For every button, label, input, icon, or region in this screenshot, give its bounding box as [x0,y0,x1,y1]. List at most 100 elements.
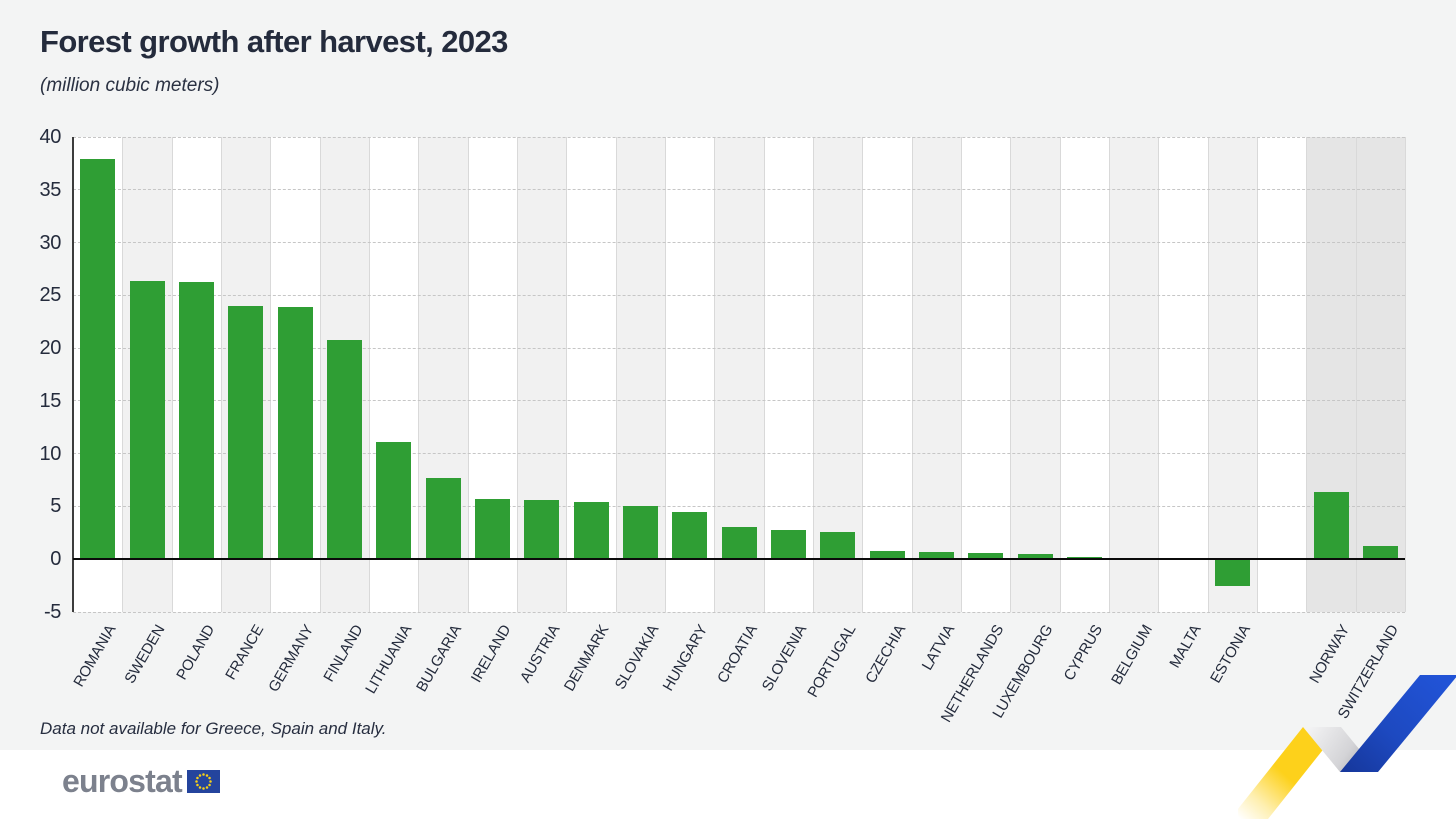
x-tick-label-bulgaria: BULGARIA [412,622,465,695]
column-separator [862,137,864,612]
gridline-10 [73,453,1405,455]
column-band-estonia [1207,137,1257,612]
y-tick-label: 15 [39,389,62,412]
y-tick-label: 10 [39,442,62,465]
column-separator [221,137,222,612]
page-title: Forest growth after harvest, 2023 [40,24,508,59]
x-tick-label-lithuania: LITHUANIA [362,622,416,697]
column-separator [517,137,518,612]
y-axis-line [72,137,74,612]
column-separator [1059,137,1061,612]
footnote: Data not available for Greece, Spain and… [40,719,387,738]
y-tick-label: 25 [39,284,62,307]
x-tick-label-austria: AUSTRIA [516,622,564,686]
x-tick-label-latvia: LATVIA [918,622,959,674]
column-band-luxembourg [1010,137,1060,612]
bar-romania [80,159,116,560]
x-tick-label-croatia: CROATIA [713,622,761,687]
column-separator [615,137,617,612]
x-tick-label-slovenia: SLOVENIA [758,622,811,695]
x-tick-label-sweden: SWEDEN [121,622,169,687]
x-tick-label-poland: POLAND [173,622,219,683]
bar-sweden [129,280,165,560]
x-tick-label-malta: MALTA [1166,622,1205,672]
bar-netherlands [968,552,1004,560]
column-separator [813,137,814,612]
column-separator [270,137,272,612]
x-tick-label-germany: GERMANY [264,622,317,695]
x-tick-label-portugal: PORTUGAL [804,622,860,701]
x-tick-label-france: FRANCE [222,622,268,683]
column-separator [369,137,370,612]
column-band-belgium [1109,137,1159,612]
column-band-latvia [911,137,961,612]
bar-norway [1313,491,1349,560]
bar-estonia [1214,559,1250,586]
footer: eurostat [0,750,1456,819]
eurostat-logo-text: eurostat [62,763,183,799]
zero-axis-line [73,558,1405,560]
column-band-czechia [862,137,912,612]
column-separator [665,137,666,612]
bar-croatia [721,526,757,560]
bar-bulgaria [425,477,461,560]
column-separator [1010,137,1012,612]
bar-poland [178,281,214,560]
eurostat-logo: eurostat [62,765,220,797]
column-separator [1207,137,1209,612]
bar-austria [524,500,560,560]
x-tick-label-romania: ROMANIA [70,622,120,690]
x-tick-label-belgium: BELGIUM [1107,622,1156,688]
bar-france [228,305,264,560]
bar-lithuania [376,442,412,560]
y-tick-label: 5 [50,495,61,518]
eurostat-ribbon-decoration [1238,675,1456,819]
bar-czechia [869,550,905,560]
gridline-40 [73,136,1405,138]
column-separator [1109,137,1110,612]
y-tick-label: 20 [39,337,62,360]
column-band-gap [1257,137,1307,612]
bar-slovakia [622,506,658,560]
x-tick-label-denmark: DENMARK [561,622,613,695]
bar-denmark [573,502,609,560]
column-separator [566,137,568,612]
gridline-5 [73,505,1405,507]
x-tick-label-finland: FINLAND [319,622,367,685]
column-separator [1158,137,1160,612]
gridline-15 [73,400,1405,402]
bar-portugal [820,531,856,560]
gridline-30 [73,242,1405,244]
eu-flag-icon [186,769,220,793]
column-band-cyprus [1059,137,1109,612]
column-band-malta [1158,137,1208,612]
column-separator [122,137,124,612]
y-tick-label: 35 [39,178,62,201]
bar-switzerland [1362,545,1398,560]
bar-chart: 40 35 30 25 20 15 10 5 0 -5 ROMANIA SWEDEN POLAND FRA… [40,126,1406,725]
column-separator [171,137,173,612]
column-separator [418,137,420,612]
gridline-25 [73,294,1405,296]
column-separator [961,137,962,612]
gridline-20 [73,347,1405,349]
column-separator [467,137,469,612]
column-separator [911,137,913,612]
column-band-netherlands [961,137,1011,612]
y-tick-label: 30 [39,231,62,254]
y-tick-label: 40 [39,126,62,148]
bar-ireland [474,499,510,560]
column-separator [319,137,321,612]
column-separator [1306,137,1308,612]
column-separator [1355,137,1357,612]
gridline-35 [73,189,1405,191]
bar-slovenia [770,529,806,560]
x-tick-label-cyprus: CYPRUS [1060,622,1107,684]
x-tick-label-czechia: CZECHIA [861,622,909,687]
y-tick-label: 0 [50,548,61,571]
column-separator [714,137,716,612]
bar-germany [277,306,313,560]
bar-cyprus [1066,557,1102,560]
x-tick-label-hungary: HUNGARY [660,622,712,695]
